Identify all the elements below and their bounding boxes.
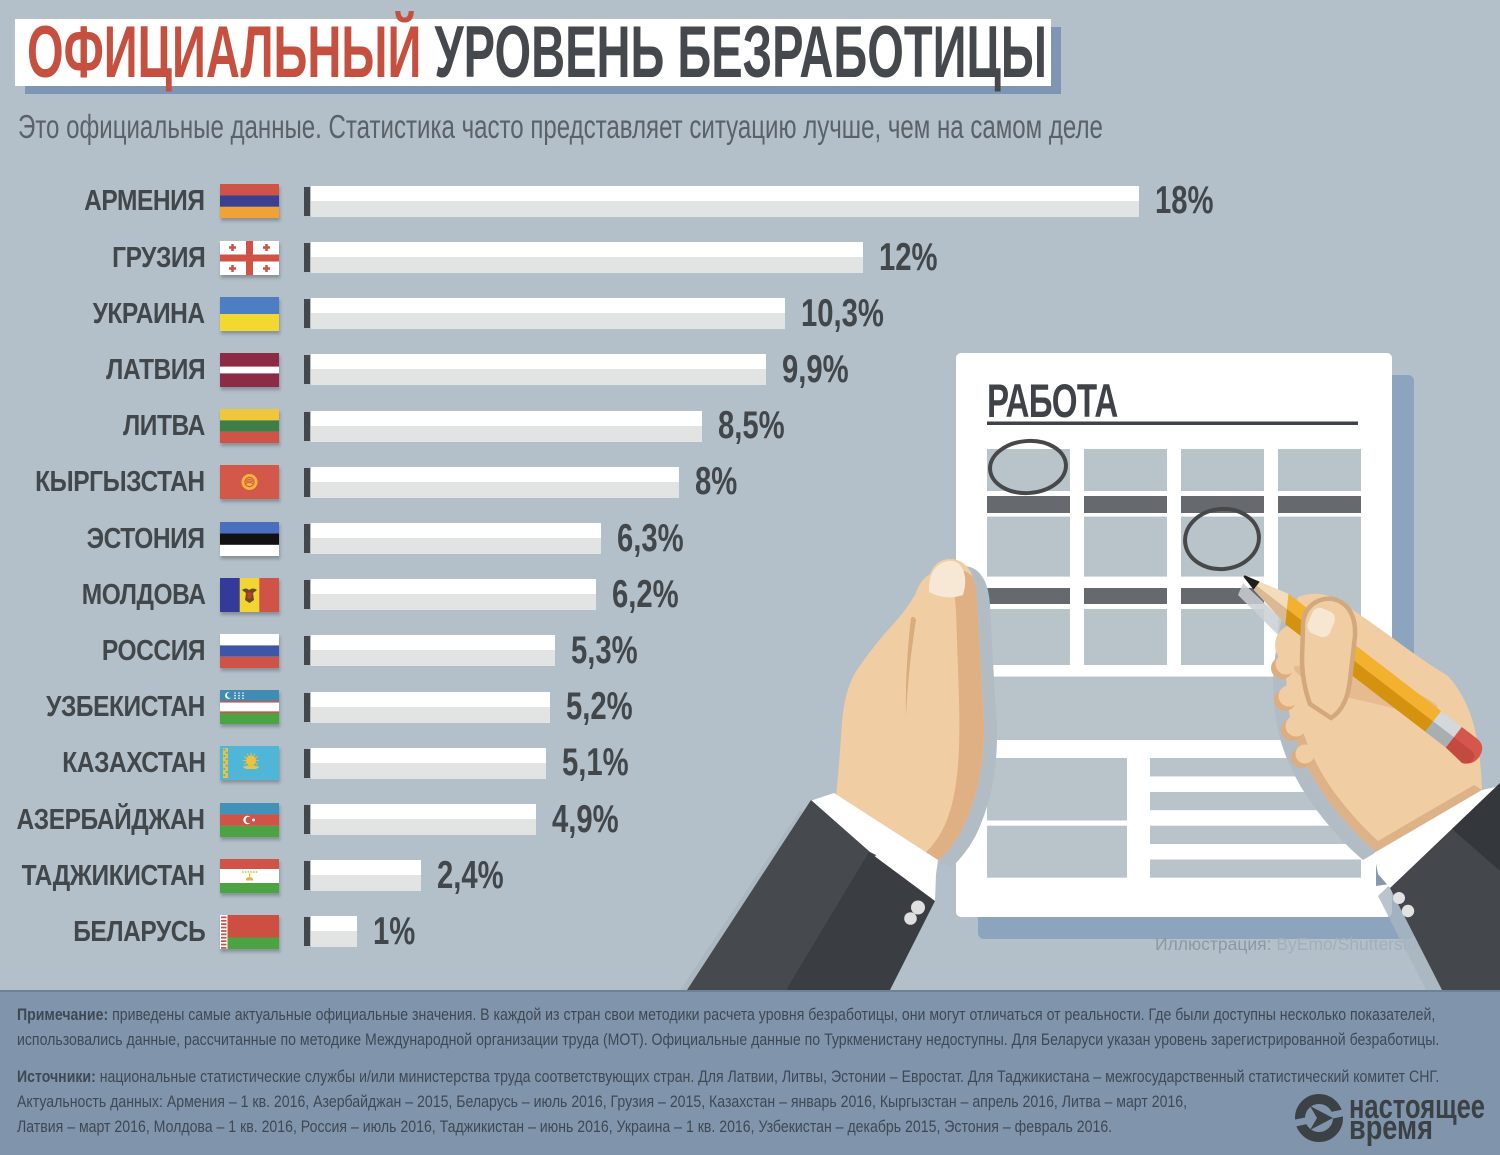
svg-text:Иллюстрация: ByEmo/Shutterstoc: Иллюстрация: ByEmo/Shutterstock: [1155, 934, 1435, 954]
svg-text:РАБОТА: РАБОТА: [987, 374, 1118, 427]
svg-text:время: время: [1349, 1109, 1433, 1146]
svg-text:настоящее: настоящее: [1349, 1094, 1485, 1126]
